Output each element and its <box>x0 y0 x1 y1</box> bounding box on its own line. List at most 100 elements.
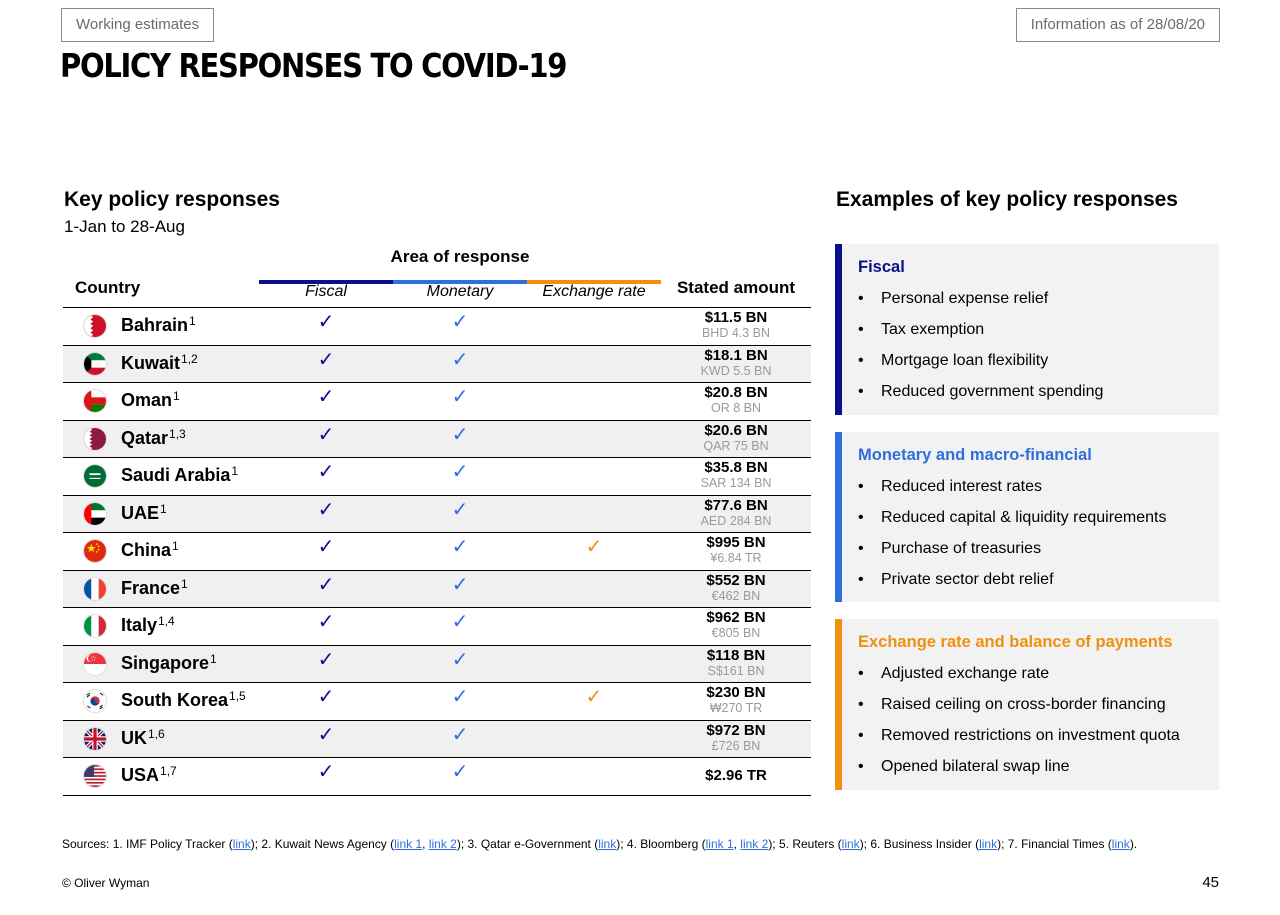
country-label: Saudi Arabia <box>121 465 231 485</box>
table-row: China1 ✓ ✓ ✓ $995 BN ¥6.84 TR <box>63 533 811 571</box>
monetary-list: Reduced interest rates Reduced capital &… <box>858 477 1166 601</box>
list-item: Raised ceiling on cross-border financing <box>858 695 1180 726</box>
fiscal-check-icon: ✓ <box>317 498 335 521</box>
country-label: UAE <box>121 502 160 523</box>
source-link[interactable]: link 1 <box>705 837 734 851</box>
information-date-tag: Information as of 28/08/20 <box>1015 8 1220 42</box>
monetary-color-bar <box>393 280 527 284</box>
source-link[interactable]: link <box>1111 837 1130 851</box>
footnote-ref: 1 <box>173 389 180 403</box>
footnote-ref: 1 <box>160 501 167 516</box>
exchange-rate-accent-bar <box>835 619 842 790</box>
source-text: ); 3. Qatar e-Government ( <box>456 837 599 851</box>
stated-amount: $20.8 BN OR 8 BN <box>661 383 811 416</box>
source-link[interactable]: link <box>841 837 860 851</box>
fiscal-color-bar <box>259 280 393 284</box>
local-currency-amount: €462 BN <box>711 588 761 603</box>
usd-amount: $77.6 BN <box>704 496 768 514</box>
fiscal-check-icon: ✓ <box>317 648 335 671</box>
source-link[interactable]: link <box>979 837 998 851</box>
fiscal-check-icon: ✓ <box>317 573 335 596</box>
source-text: , <box>733 837 741 851</box>
stated-amount: $35.8 BN SAR 134 BN <box>661 458 811 491</box>
source-link[interactable]: link <box>598 837 617 851</box>
kuwait-flag-icon <box>83 351 107 376</box>
list-item: Removed restrictions on investment quota <box>858 726 1180 757</box>
table-row: USA1,7 ✓ ✓ $2.96 TR <box>63 758 811 796</box>
monetary-check-icon: ✓ <box>451 498 469 521</box>
list-item: Reduced government spending <box>858 382 1103 413</box>
table-row: Singapore1 ✓ ✓ $118 BN S$161 BN <box>63 645 811 683</box>
exchange-rate-check-icon: ✓ <box>585 536 603 558</box>
country-label: South Korea <box>121 690 229 710</box>
stated-amount: $962 BN €805 BN <box>661 608 811 641</box>
stated-amount: $2.96 TR <box>661 758 811 784</box>
monetary-check-icon: ✓ <box>451 648 469 671</box>
monetary-check-icon: ✓ <box>451 573 469 596</box>
footnote-ref: 1 <box>181 576 188 591</box>
uk-flag-icon <box>83 726 107 751</box>
area-of-response-header: Area of response <box>390 247 530 266</box>
local-currency-amount: QAR 75 BN <box>703 438 769 453</box>
south-korea-flag-icon <box>83 689 107 713</box>
local-currency-amount: OR 8 BN <box>710 401 761 415</box>
uae-flag-icon <box>83 501 107 526</box>
list-item: Opened bilateral swap line <box>858 757 1180 788</box>
list-item: Reduced capital & liquidity requirements <box>858 508 1166 539</box>
country-label: Qatar <box>121 427 169 448</box>
exchange-rate-panel: Exchange rate and balance of payments Ad… <box>835 619 1219 790</box>
usd-amount: $35.8 BN <box>704 459 768 476</box>
footnote-ref: 1,3 <box>169 426 186 441</box>
stated-amount: $11.5 BN BHD 4.3 BN <box>661 308 811 341</box>
source-link[interactable]: link <box>232 837 251 851</box>
source-text: ). <box>1129 837 1138 851</box>
column-header-country: Country <box>75 278 141 297</box>
list-item: Private sector debt relief <box>858 570 1166 601</box>
source-link[interactable]: link 2 <box>428 837 457 851</box>
source-text: ); 2. Kuwait News Agency ( <box>250 837 395 851</box>
monetary-check-icon: ✓ <box>451 423 469 446</box>
monetary-panel-title: Monetary and macro-financial <box>858 446 1092 464</box>
italy-flag-icon <box>83 614 107 638</box>
local-currency-amount: S$161 BN <box>707 663 765 678</box>
examples-heading: Examples of key policy responses <box>836 188 1178 211</box>
monetary-check-icon: ✓ <box>451 686 469 708</box>
stated-amount: $20.6 BN QAR 75 BN <box>661 421 811 453</box>
column-header-monetary: Monetary <box>426 283 494 300</box>
usd-amount: $11.5 BN <box>704 309 768 326</box>
fiscal-check-icon: ✓ <box>317 386 335 408</box>
source-link[interactable]: link 1 <box>394 837 423 851</box>
table-row: Oman1 ✓ ✓ $20.8 BN OR 8 BN <box>63 383 811 421</box>
stated-amount: $230 BN ₩270 TR <box>661 683 811 716</box>
usa-flag-icon <box>83 764 107 788</box>
table-heading: Key policy responses <box>64 188 280 211</box>
monetary-check-icon: ✓ <box>451 761 469 783</box>
fiscal-check-icon: ✓ <box>317 723 335 746</box>
footnote-ref: 1,7 <box>160 764 177 778</box>
table-row: Qatar1,3 ✓ ✓ $20.6 BN QAR 75 BN <box>63 420 811 458</box>
footnote-ref: 1 <box>231 464 239 478</box>
fiscal-check-icon: ✓ <box>317 423 335 446</box>
country-label: UK <box>121 727 147 748</box>
fiscal-check-icon: ✓ <box>317 536 335 558</box>
fiscal-accent-bar <box>835 244 842 415</box>
source-link[interactable]: link 2 <box>740 837 769 851</box>
country-name: Saudi Arabia1 <box>121 464 238 486</box>
monetary-check-icon: ✓ <box>451 461 469 483</box>
stated-amount: $18.1 BN KWD 5.5 BN <box>661 346 811 378</box>
country-label: France <box>121 577 181 598</box>
france-flag-icon <box>83 576 107 601</box>
footnote-ref: 1,5 <box>229 689 246 703</box>
fiscal-check-icon: ✓ <box>317 686 335 708</box>
source-text: ); 6. Business Insider ( <box>859 837 980 851</box>
table-row: Bahrain1 ✓ ✓ $11.5 BN BHD 4.3 BN <box>63 308 811 346</box>
country-name: UAE1 <box>121 502 167 524</box>
stated-amount: $995 BN ¥6.84 TR <box>661 533 811 566</box>
column-header-fiscal: Fiscal <box>305 283 347 300</box>
local-currency-amount: SAR 134 BN <box>700 476 772 490</box>
country-name: South Korea1,5 <box>121 689 246 711</box>
stated-amount: $972 BN £726 BN <box>661 721 811 753</box>
monetary-panel: Monetary and macro-financial Reduced int… <box>835 432 1219 602</box>
local-currency-amount: ₩270 TR <box>709 701 763 715</box>
local-currency-amount: BHD 4.3 BN <box>701 326 771 340</box>
